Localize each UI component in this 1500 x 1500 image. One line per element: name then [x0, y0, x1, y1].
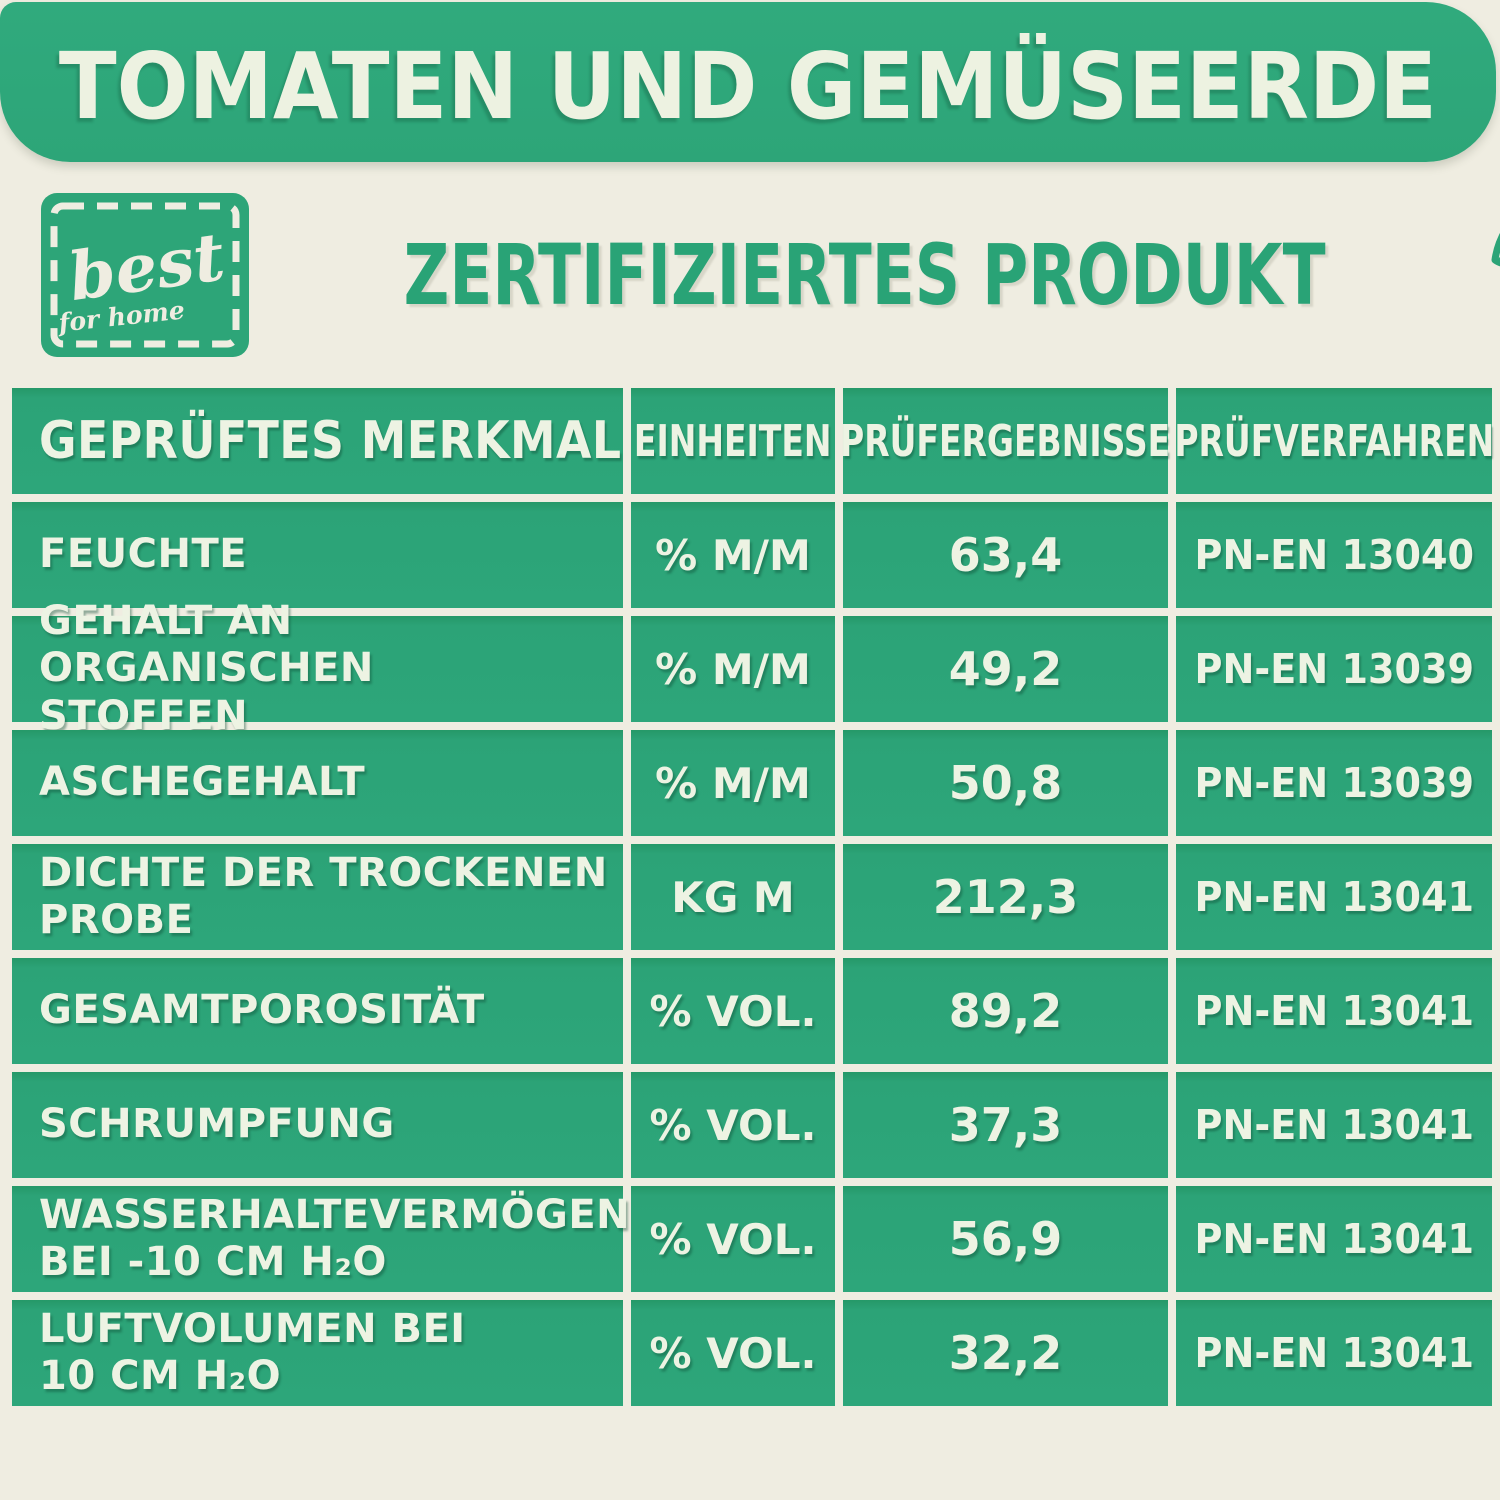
table-cell-merkmal: GEHALT AN ORGANISCHEN STOFFEN: [12, 598, 623, 739]
ergebnis-value: 50,8: [948, 756, 1063, 810]
table-cell-verfahren: PN-EN 13041: [1176, 958, 1492, 1064]
verfahren-value: PN-EN 13041: [1194, 1101, 1474, 1149]
table-cell-ergebnis: 32,2: [843, 1300, 1168, 1406]
merkmal-value: GEHALT AN ORGANISCHEN STOFFEN: [39, 598, 374, 739]
table-cell-ergebnis: 37,3: [843, 1072, 1168, 1178]
merkmal-value: GESAMTPOROSITÄT: [39, 987, 485, 1034]
table-cell-ergebnis: 50,8: [843, 730, 1168, 836]
table-cell-einheit: % M/M: [631, 616, 835, 722]
header-label: PRÜFERGEBNISSE: [840, 415, 1171, 467]
verfahren-value: PN-EN 13040: [1194, 531, 1474, 579]
table-cell-einheit: % VOL.: [631, 1186, 835, 1292]
ergebnis-value: 56,9: [948, 1212, 1063, 1266]
einheit-value: % M/M: [655, 758, 811, 808]
table-cell-merkmal: WASSERHALTEVERMÖGEN BEI -10 CM H₂O: [12, 1186, 630, 1292]
table-cell-merkmal: GESAMTPOROSITÄT: [12, 958, 623, 1064]
table-cell-verfahren: PN-EN 13041: [1176, 844, 1492, 950]
merkmal-value: FEUCHTE: [39, 531, 248, 578]
table-cell-ergebnis: 49,2: [843, 616, 1168, 722]
merkmal-value: LUFTVOLUMEN BEI 10 CM H₂O: [39, 1305, 466, 1399]
verfahren-value: PN-EN 13041: [1194, 1215, 1474, 1263]
einheit-value: % VOL.: [649, 1214, 817, 1264]
ergebnis-value: 63,4: [948, 528, 1063, 582]
table-cell-verfahren: PN-EN 13039: [1176, 616, 1492, 722]
table-cell-merkmal: SCHRUMPFUNG: [12, 1072, 623, 1178]
page-title: TOMATEN UND GEMÜSEERDE: [58, 32, 1438, 140]
einheit-value: KG M: [671, 872, 795, 922]
einheit-value: % M/M: [655, 644, 811, 694]
table-cell-merkmal: ASCHEGEHALT: [12, 730, 623, 836]
table-cell-verfahren: PN-EN 13039: [1176, 730, 1492, 836]
table-cell-verfahren: PN-EN 13041: [1176, 1072, 1492, 1178]
table-cell-verfahren: PN-EN 13040: [1176, 502, 1492, 608]
einheit-value: % VOL.: [649, 1100, 817, 1150]
table-cell-ergebnis: 63,4: [843, 502, 1168, 608]
bio-badge: BIO: [1479, 180, 1500, 398]
einheit-value: % VOL.: [649, 986, 817, 1036]
logo-dashed-border: [50, 202, 240, 348]
table-cell-einheit: % VOL.: [631, 1300, 835, 1406]
table-cell-ergebnis: 56,9: [843, 1186, 1168, 1292]
ergebnis-value: 32,2: [948, 1326, 1063, 1380]
table-cell-merkmal: DICHTE DER TROCKENEN PROBE: [12, 844, 623, 950]
einheit-value: % VOL.: [649, 1328, 817, 1378]
bio-leaf-top-icon: [1479, 180, 1500, 274]
header-label: GEPRÜFTES MERKMAL: [39, 411, 622, 471]
table-cell-einheit: KG M: [631, 844, 835, 950]
verfahren-value: PN-EN 13041: [1194, 873, 1474, 921]
merkmal-value: ASCHEGEHALT: [39, 759, 366, 806]
header-label: PRÜFVERFAHREN: [1174, 415, 1494, 467]
table-cell-einheit: % M/M: [631, 502, 835, 608]
ergebnis-value: 49,2: [948, 642, 1063, 696]
ergebnis-value: 37,3: [948, 1098, 1063, 1152]
table-cell-einheit: % VOL.: [631, 1072, 835, 1178]
header-cell-merkmal: GEPRÜFTES MERKMAL: [12, 388, 623, 494]
table-cell-einheit: % M/M: [631, 730, 835, 836]
merkmal-value: WASSERHALTEVERMÖGEN BEI -10 CM H₂O: [39, 1191, 631, 1285]
merkmal-value: DICHTE DER TROCKENEN PROBE: [39, 849, 608, 943]
header-cell-einheiten: EINHEITEN: [631, 388, 835, 494]
table-cell-merkmal: FEUCHTE: [12, 502, 623, 608]
verfahren-value: PN-EN 13041: [1194, 1329, 1474, 1377]
merkmal-value: SCHRUMPFUNG: [39, 1101, 395, 1148]
title-banner: TOMATEN UND GEMÜSEERDE: [0, 2, 1496, 162]
test-results-table: GEPRÜFTES MERKMAL EINHEITEN PRÜFERGEBNIS…: [12, 388, 1494, 1406]
verfahren-value: PN-EN 13039: [1194, 759, 1474, 807]
table-cell-einheit: % VOL.: [631, 958, 835, 1064]
subheader: best for home ZERTIFIZIERTES PRODUKT: [40, 192, 1470, 358]
certified-label-wrap: ZERTIFIZIERTES PRODUKT: [250, 226, 1479, 324]
table-cell-ergebnis: 212,3: [843, 844, 1168, 950]
header-label: EINHEITEN: [634, 415, 832, 467]
logo-background: [41, 193, 249, 357]
header-cell-ergebnisse: PRÜFERGEBNISSE: [840, 388, 1171, 494]
table-cell-verfahren: PN-EN 13041: [1176, 1186, 1492, 1292]
header-cell-verfahren: PRÜFVERFAHREN: [1174, 388, 1494, 494]
ergebnis-value: 89,2: [948, 984, 1063, 1038]
verfahren-value: PN-EN 13041: [1194, 987, 1474, 1035]
table-cell-ergebnis: 89,2: [843, 958, 1168, 1064]
table-cell-verfahren: PN-EN 13041: [1176, 1300, 1492, 1406]
ergebnis-value: 212,3: [932, 870, 1079, 924]
certified-product-label: ZERTIFIZIERTES PRODUKT: [403, 226, 1326, 324]
table-cell-merkmal: LUFTVOLUMEN BEI 10 CM H₂O: [12, 1300, 623, 1406]
einheit-value: % M/M: [655, 530, 811, 580]
verfahren-value: PN-EN 13039: [1194, 645, 1474, 693]
best-for-home-logo: best for home: [40, 192, 250, 358]
